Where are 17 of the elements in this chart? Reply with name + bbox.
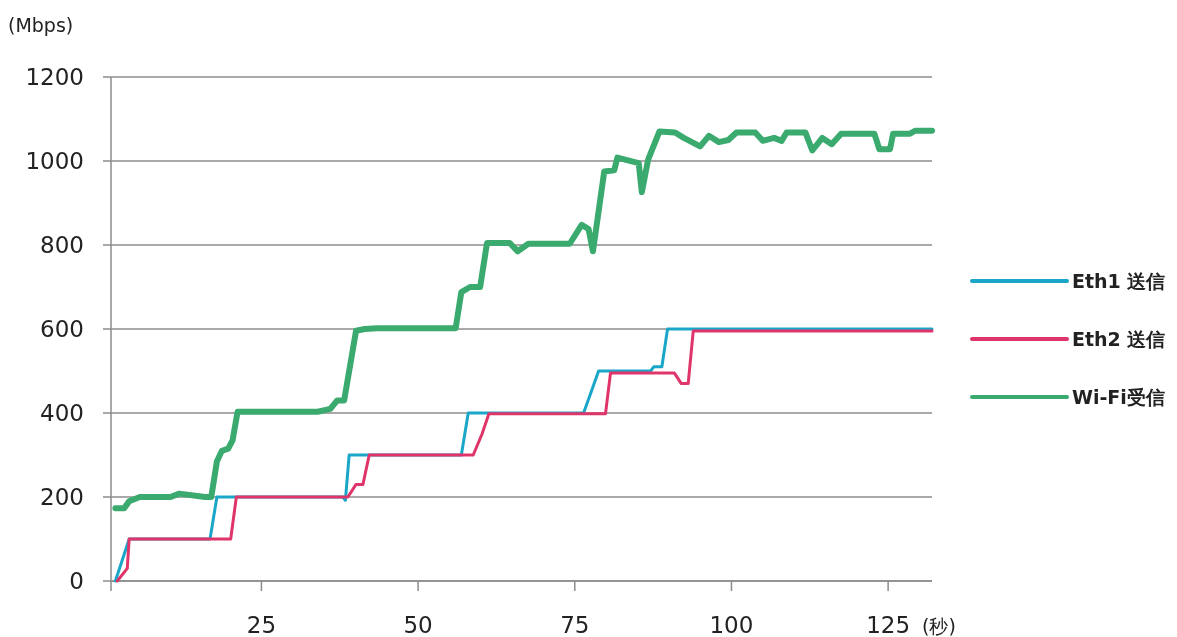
x-tick-label: 75 — [560, 612, 590, 637]
y-tick-label: 1000 — [25, 148, 84, 174]
y-tick-label: 200 — [40, 484, 84, 510]
x-axis-title: (秒) — [922, 615, 956, 637]
x-tick-label: 50 — [403, 612, 433, 637]
legend-label: Eth1 送信 — [1072, 270, 1166, 292]
x-tick-label: 25 — [246, 612, 277, 637]
y-tick-label: 0 — [69, 568, 84, 594]
y-axis-title: (Mbps) — [8, 14, 74, 36]
legend-label: Eth2 送信 — [1072, 328, 1166, 350]
legend-label: Wi-Fi受信 — [1072, 386, 1165, 408]
y-tick-label: 600 — [40, 316, 84, 342]
y-tick-label: 400 — [40, 400, 84, 426]
y-tick-label: 1200 — [25, 64, 84, 90]
x-tick-label: 125 — [866, 612, 911, 637]
y-tick-label: 800 — [40, 232, 84, 258]
x-tick-label: 100 — [709, 612, 754, 637]
